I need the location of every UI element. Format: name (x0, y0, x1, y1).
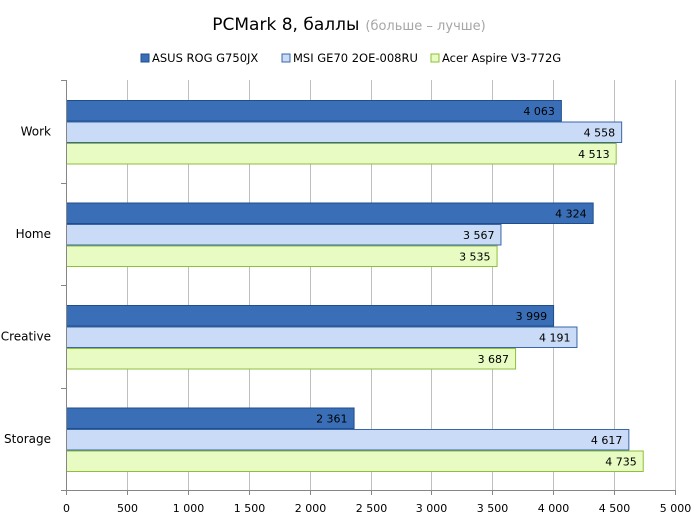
legend-label: ASUS ROG G750JX (152, 51, 258, 65)
category-label: Work (21, 124, 51, 138)
bar (66, 100, 562, 122)
category-label: Storage (4, 432, 51, 446)
bar (66, 429, 630, 451)
bar (66, 450, 644, 472)
data-label: 4 063 (523, 105, 555, 118)
bar (66, 143, 617, 165)
legend-item: Acer Aspire V3-772G (430, 51, 561, 65)
legend-label: MSI GE70 2OE-008RU (293, 51, 418, 65)
legend-label: Acer Aspire V3-772G (442, 51, 561, 65)
chart-title: PCMark 8, баллы (больше – лучше) (212, 15, 485, 35)
legend-swatch (140, 53, 150, 63)
x-tick-label: 3 000 (416, 502, 448, 515)
bar (66, 224, 502, 246)
x-tick-label: 1 000 (173, 502, 205, 515)
bar (66, 121, 623, 143)
bar (66, 202, 594, 224)
category-label: Creative (1, 329, 51, 343)
x-tick-label: 500 (117, 502, 138, 515)
x-tick-label: 4 000 (538, 502, 570, 515)
chart-title-main: PCMark 8, баллы (212, 15, 359, 35)
legend-swatch (281, 53, 291, 63)
legend-item: ASUS ROG G750JX (140, 51, 258, 65)
bars: 4 063 4 558 4 513 4 324 3 567 3 535 3 999 4 191… (66, 100, 644, 472)
category-label: Home (16, 227, 51, 241)
x-tick-label: 5 000 (660, 502, 692, 515)
axes: 0 500 1 000 1 500 2 000 2 500 3 000 3 500 4 000 4… (1, 80, 692, 515)
data-label: 3 567 (463, 229, 495, 242)
bar (66, 348, 517, 370)
x-tick-label: 2 500 (356, 502, 388, 515)
legend: ASUS ROG G750JX MSI GE70 2OE-008RU Acer As… (140, 51, 561, 65)
data-label: 4 735 (605, 455, 637, 468)
x-tick-label: 3 500 (477, 502, 509, 515)
data-label: 4 558 (584, 126, 616, 139)
data-label: 2 361 (316, 412, 348, 425)
x-tick-label: 0 (63, 502, 70, 515)
legend-item: MSI GE70 2OE-008RU (281, 51, 418, 65)
x-tick-label: 1 500 (234, 502, 266, 515)
bar (66, 305, 555, 327)
bar (66, 407, 355, 429)
legend-swatch (430, 53, 440, 63)
bar (66, 326, 578, 348)
data-label: 4 513 (578, 148, 610, 161)
data-label: 4 617 (591, 434, 623, 447)
data-label: 4 191 (539, 331, 571, 344)
data-label: 4 324 (555, 207, 587, 220)
x-tick-label: 4 500 (599, 502, 631, 515)
bar (66, 245, 498, 267)
data-label: 3 687 (478, 353, 510, 366)
data-label: 3 999 (516, 310, 548, 323)
chart-subtitle: (больше – лучше) (365, 19, 485, 34)
x-tick-label: 2 000 (295, 502, 327, 515)
data-label: 3 535 (459, 250, 491, 263)
